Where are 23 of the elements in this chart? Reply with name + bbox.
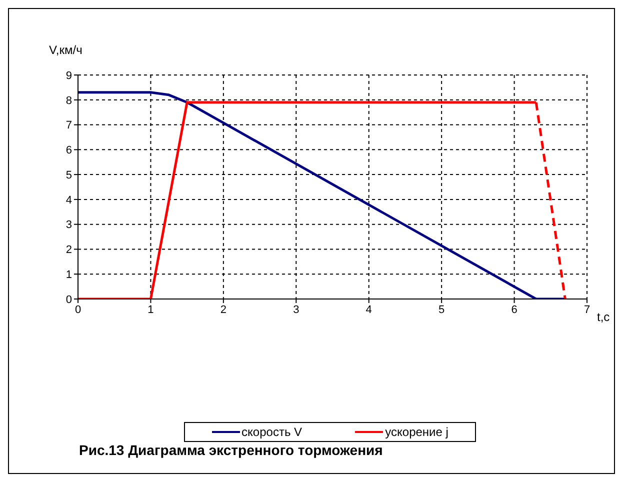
x-tick-label: 3 [293,304,300,316]
y-tick-label: 1 [66,269,72,282]
legend-label: скорость V [240,425,302,439]
y-tick-label: 3 [66,219,72,232]
x-tick-label: 4 [366,304,372,316]
x-tick-label: 6 [511,304,518,316]
y-tick-label: 7 [66,120,72,132]
x-tick-label: 7 [584,304,590,316]
x-tick-label: 0 [74,304,82,316]
y-tick-label: 2 [66,244,72,256]
x-axis-title: t,c [597,310,610,324]
y-tick-label: 6 [66,144,72,157]
text: Рис.13 Диаграмма экстренного торможения [79,442,383,458]
x-tick-label: 5 [438,304,445,316]
y-tick-label: 5 [66,169,72,182]
x-tick-label: 2 [220,304,226,316]
legend-label: ускорение j [384,425,448,439]
y-axis-title: V,км/ч [49,43,82,57]
x-tick-label: 1 [148,304,154,316]
y-tick-label: 0 [66,294,72,306]
y-tick-label: 9 [66,70,72,82]
y-tick-label: 4 [66,194,72,206]
y-tick-label: 8 [66,94,72,107]
